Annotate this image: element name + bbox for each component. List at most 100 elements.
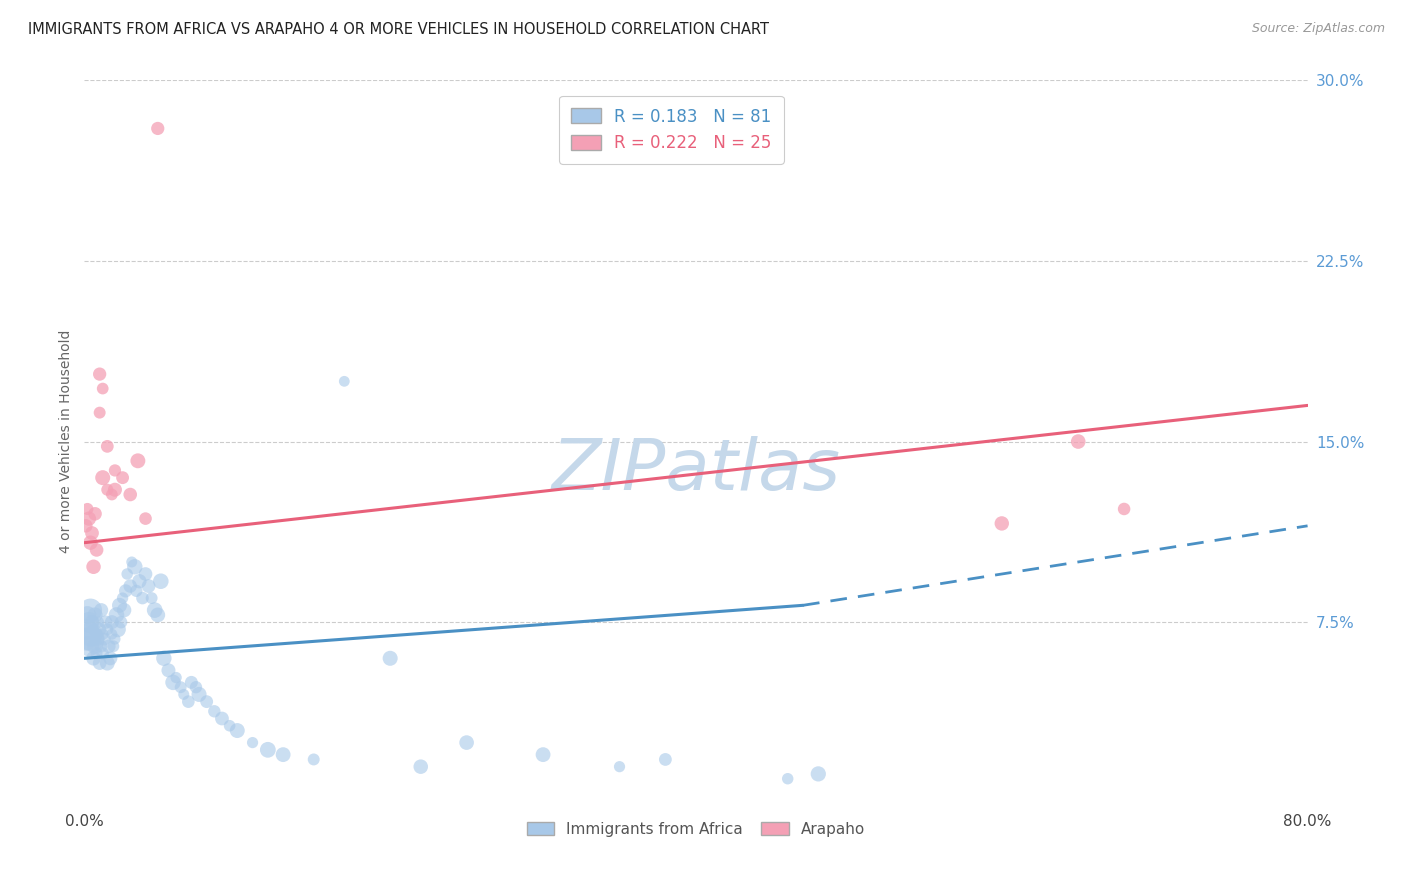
Point — [157, 664, 180, 678]
Point — [149, 574, 172, 589]
Point — [96, 656, 118, 670]
Point — [173, 687, 195, 701]
Point — [146, 121, 169, 136]
Point — [84, 607, 107, 622]
Point — [101, 615, 124, 630]
Point — [83, 623, 105, 637]
Point — [76, 502, 98, 516]
Point — [242, 735, 264, 749]
Point — [991, 516, 1014, 531]
Legend: Immigrants from Africa, Arapaho: Immigrants from Africa, Arapaho — [517, 813, 875, 846]
Point — [180, 675, 202, 690]
Point — [124, 559, 146, 574]
Point — [107, 623, 129, 637]
Point — [101, 487, 124, 501]
Point — [104, 483, 127, 497]
Point — [87, 615, 110, 630]
Point — [114, 583, 136, 598]
Point — [96, 623, 118, 637]
Point — [93, 632, 115, 646]
Point — [135, 567, 157, 582]
Point — [1114, 502, 1136, 516]
Point — [103, 639, 125, 653]
Point — [141, 591, 163, 605]
Point — [143, 603, 166, 617]
Point — [380, 651, 402, 665]
Point — [170, 680, 193, 694]
Y-axis label: 4 or more Vehicles in Household: 4 or more Vehicles in Household — [59, 330, 73, 553]
Point — [120, 487, 142, 501]
Point — [80, 526, 103, 541]
Point — [80, 615, 103, 630]
Point — [776, 772, 799, 786]
Point — [111, 470, 134, 484]
Point — [97, 639, 120, 653]
Point — [83, 559, 105, 574]
Point — [101, 627, 124, 641]
Point — [90, 603, 112, 617]
Point — [96, 439, 118, 453]
Point — [79, 603, 101, 617]
Point — [456, 735, 478, 749]
Point — [115, 567, 138, 582]
Point — [75, 518, 97, 533]
Point — [80, 632, 103, 646]
Point — [127, 454, 149, 468]
Point — [218, 719, 240, 733]
Point — [177, 695, 200, 709]
Point — [184, 680, 207, 694]
Point — [112, 603, 135, 617]
Point — [531, 747, 554, 762]
Point — [96, 483, 118, 497]
Point — [162, 675, 184, 690]
Point — [89, 367, 111, 381]
Point — [153, 651, 176, 665]
Point — [86, 627, 108, 641]
Point — [89, 406, 111, 420]
Point — [86, 647, 108, 661]
Point — [131, 591, 153, 605]
Point — [188, 687, 211, 701]
Point — [111, 591, 134, 605]
Point — [110, 615, 132, 630]
Point — [195, 695, 218, 709]
Point — [84, 639, 107, 653]
Point — [226, 723, 249, 738]
Point — [83, 651, 105, 665]
Point — [77, 615, 100, 630]
Point — [105, 607, 128, 622]
Point — [257, 743, 280, 757]
Point — [77, 511, 100, 525]
Point — [98, 651, 121, 665]
Point — [79, 535, 101, 549]
Point — [302, 752, 325, 766]
Point — [138, 579, 160, 593]
Point — [108, 599, 131, 613]
Point — [807, 767, 830, 781]
Point — [609, 760, 631, 774]
Point — [135, 511, 157, 525]
Point — [271, 747, 294, 762]
Point — [79, 627, 101, 641]
Point — [104, 463, 127, 477]
Point — [104, 632, 127, 646]
Point — [91, 627, 114, 641]
Point — [654, 752, 676, 766]
Point — [91, 470, 114, 484]
Point — [77, 639, 100, 653]
Point — [90, 639, 112, 653]
Point — [202, 704, 225, 718]
Point — [121, 555, 143, 569]
Point — [211, 712, 233, 726]
Point — [75, 632, 97, 646]
Point — [87, 632, 110, 646]
Point — [91, 647, 114, 661]
Text: Source: ZipAtlas.com: Source: ZipAtlas.com — [1251, 22, 1385, 36]
Point — [76, 607, 98, 622]
Point — [128, 574, 150, 589]
Point — [409, 760, 432, 774]
Point — [89, 656, 111, 670]
Text: IMMIGRANTS FROM AFRICA VS ARAPAHO 4 OR MORE VEHICLES IN HOUSEHOLD CORRELATION CH: IMMIGRANTS FROM AFRICA VS ARAPAHO 4 OR M… — [28, 22, 769, 37]
Point — [91, 382, 114, 396]
Point — [76, 623, 98, 637]
